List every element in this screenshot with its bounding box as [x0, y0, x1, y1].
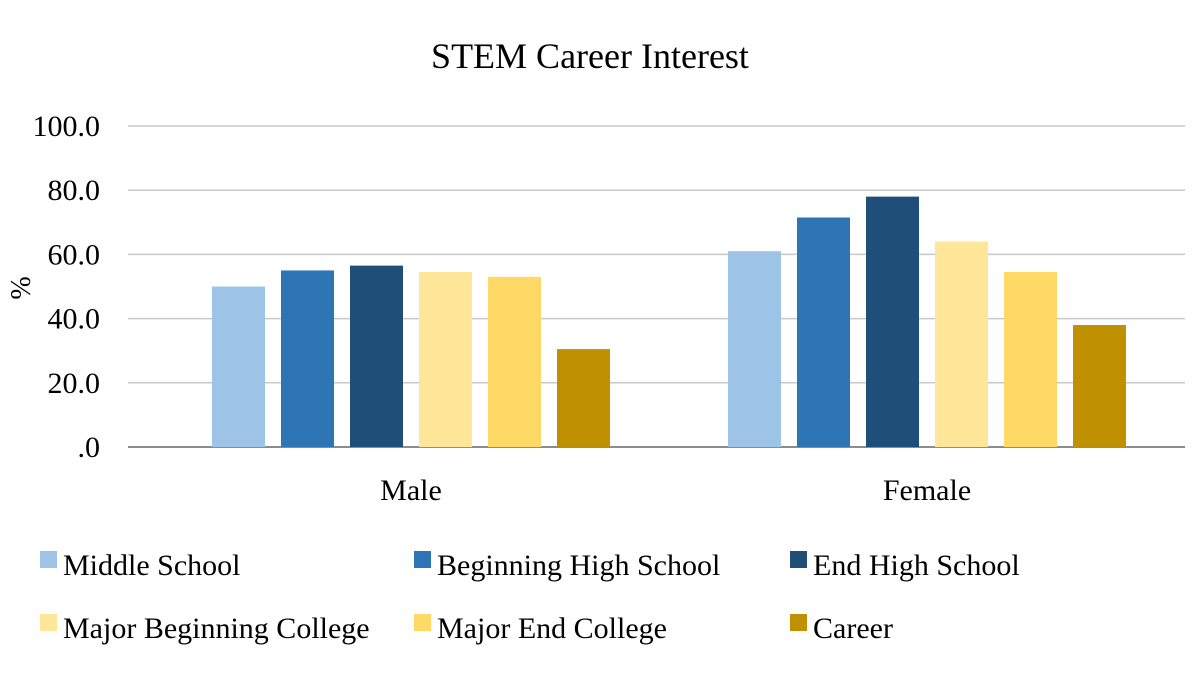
legend-label: Beginning High School: [437, 549, 720, 582]
legend: Middle School Beginning High School End Hi…: [40, 549, 1020, 645]
legend-label: Major Beginning College: [63, 612, 370, 645]
bar-female-end-high-school: [866, 196, 919, 447]
legend-swatch: [790, 614, 807, 631]
legend-swatch: [414, 614, 431, 631]
bar-female-major-end-college: [1004, 272, 1057, 447]
bar-male-career: [557, 349, 610, 447]
y-tick-label: 20.0: [48, 367, 101, 400]
bar-male-middle-school: [212, 286, 265, 447]
x-tick-label: Male: [380, 474, 442, 507]
legend-label: Career: [813, 612, 893, 645]
legend-label: Major End College: [437, 612, 667, 645]
x-tick-label: Female: [883, 474, 971, 507]
bar-female-beginning-high-school: [797, 217, 850, 447]
legend-swatch: [40, 614, 57, 631]
y-axis-ticks: .0 20.0 40.0 60.0 80.0 100.0: [33, 110, 101, 464]
legend-label: End High School: [813, 549, 1020, 582]
legend-swatch: [40, 551, 57, 568]
bar-female-major-beginning-college: [935, 241, 988, 447]
legend-label: Middle School: [63, 549, 241, 582]
bars: [212, 196, 1126, 447]
y-tick-label: 80.0: [48, 174, 101, 207]
chart-title: STEM Career Interest: [431, 36, 749, 76]
y-tick-label: 100.0: [33, 110, 101, 143]
legend-swatch: [790, 551, 807, 568]
x-axis-ticks: Male Female: [380, 474, 971, 507]
y-axis-label: %: [6, 276, 37, 299]
bar-female-middle-school: [728, 251, 781, 447]
y-tick-label: 60.0: [48, 238, 101, 271]
bar-male-major-end-college: [488, 276, 541, 447]
y-tick-label: .0: [78, 431, 101, 464]
y-tick-label: 40.0: [48, 303, 101, 336]
bar-male-major-beginning-college: [419, 272, 472, 447]
bar-female-career: [1073, 325, 1126, 447]
legend-swatch: [414, 551, 431, 568]
bar-male-beginning-high-school: [281, 270, 334, 447]
bar-male-end-high-school: [350, 265, 403, 447]
